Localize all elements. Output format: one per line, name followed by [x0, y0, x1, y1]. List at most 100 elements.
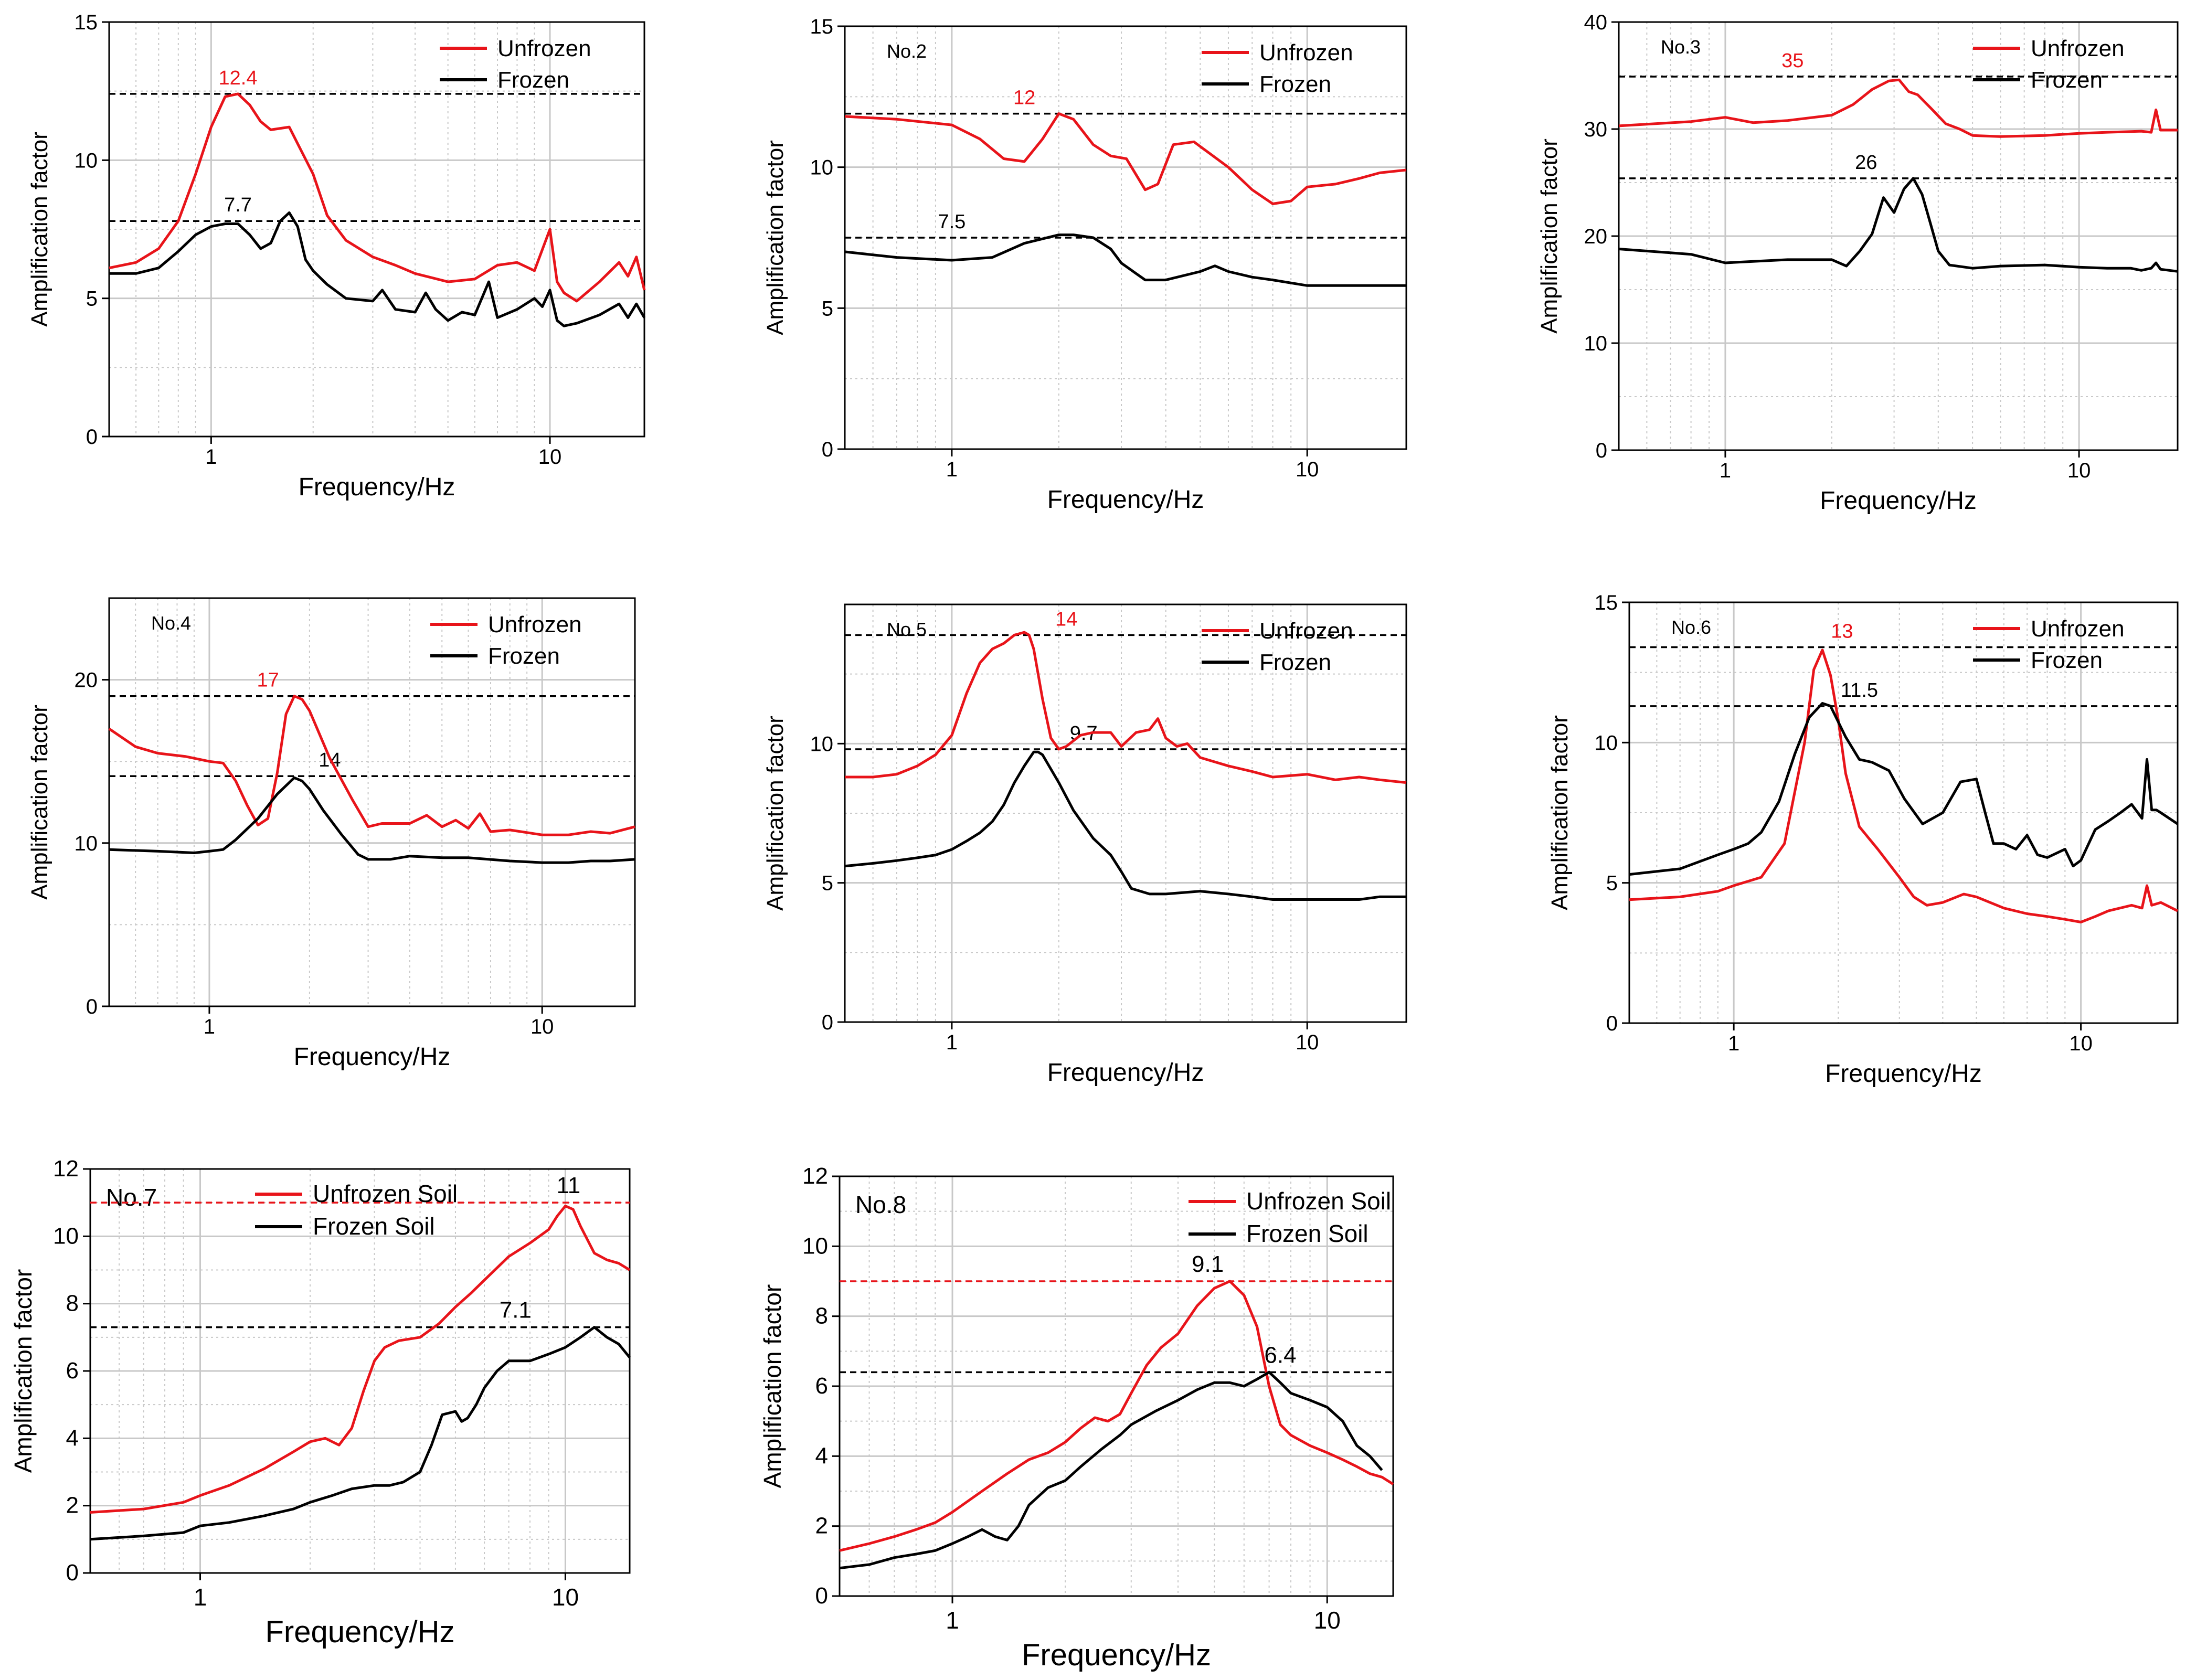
x-tick-label: 10 — [531, 1015, 554, 1038]
y-tick-label: 20 — [75, 669, 98, 692]
plot-frame — [108, 597, 636, 1007]
series-line-unfrozen — [1629, 648, 2179, 923]
legend-label: Frozen — [497, 67, 569, 93]
chart-panel-5: 1 10 0 5 10 Frequency/Hz Amplification factor N… — [762, 603, 1407, 1087]
reference-label: 11 — [557, 1173, 581, 1198]
y-axis-title: Amplification factor — [762, 716, 788, 911]
x-axis-title: Frequency/Hz — [1022, 1638, 1211, 1672]
x-tick-label: 1 — [946, 1607, 959, 1634]
x-tick-label: 10 — [1314, 1607, 1341, 1634]
x-tick-label: 10 — [2067, 459, 2091, 482]
reference-label: 14 — [1055, 608, 1077, 630]
reference-label: 13 — [1831, 621, 1853, 643]
y-tick-label: 2 — [815, 1513, 828, 1539]
y-tick-label: 0 — [66, 1560, 79, 1586]
y-tick-label: 0 — [822, 438, 833, 461]
panel-label: No.8 — [855, 1191, 906, 1218]
series-line-frozen — [839, 1370, 1383, 1570]
chart-panel-8: 1 10 0 2 4 6 8 10 12 Frequency/Hz Amplification fa… — [759, 1163, 1394, 1672]
y-tick-label: 10 — [802, 1233, 828, 1259]
series-line-unfrozen — [844, 112, 1407, 205]
reference-label: 12 — [1013, 87, 1035, 109]
y-axis-title: Amplification factor — [27, 705, 52, 900]
x-axis-title: Frequency/Hz — [265, 1615, 454, 1649]
x-tick-label: 10 — [552, 1583, 579, 1611]
x-tick-label: 10 — [1296, 1031, 1319, 1054]
y-tick-label: 40 — [1584, 11, 1608, 34]
reference-label: 7.7 — [224, 194, 252, 216]
y-tick-label: 10 — [810, 156, 834, 179]
x-tick-label: 10 — [2069, 1032, 2093, 1055]
x-tick-label: 1 — [1728, 1032, 1739, 1055]
x-tick-label: 1 — [205, 445, 217, 469]
legend-label: Frozen Soil — [1246, 1220, 1368, 1247]
x-axis-title: Frequency/Hz — [1825, 1060, 1982, 1088]
y-tick-label: 0 — [86, 995, 98, 1018]
x-axis-title: Frequency/Hz — [299, 473, 455, 501]
reference-label: 7.5 — [938, 211, 966, 233]
legend-label: Unfrozen Soil — [313, 1180, 458, 1207]
legend-label: Unfrozen — [1259, 40, 1353, 66]
y-tick-label: 15 — [75, 11, 98, 34]
y-tick-label: 0 — [815, 1583, 828, 1609]
y-tick-label: 10 — [810, 732, 834, 756]
y-tick-label: 10 — [75, 832, 98, 855]
x-axis-title: Frequency/Hz — [1047, 1059, 1204, 1087]
legend-label: Unfrozen — [2031, 616, 2125, 642]
reference-label: 6.4 — [1264, 1342, 1296, 1368]
series-line-frozen — [1618, 177, 2178, 273]
reference-label: 12.4 — [219, 67, 258, 89]
chart-panel-1: 1 10 0 5 10 15 Frequency/Hz Amplification facto… — [27, 11, 646, 501]
y-tick-label: 0 — [1606, 1012, 1618, 1035]
x-axis-title: Frequency/Hz — [1047, 486, 1204, 514]
y-axis-title: Amplification factor — [1547, 715, 1573, 910]
legend-label: Unfrozen — [2031, 36, 2125, 61]
y-tick-label: 10 — [53, 1223, 79, 1249]
y-tick-label: 8 — [66, 1291, 79, 1316]
series-line-frozen — [109, 776, 635, 864]
series-line-unfrozen — [839, 1280, 1394, 1552]
plot-frame — [844, 603, 1407, 1023]
legend-label: Unfrozen — [497, 36, 591, 61]
chart-panel-3: 1 10 0 10 20 30 40 Frequency/Hz Amplification fa… — [1536, 11, 2179, 515]
x-tick-label: 10 — [1296, 458, 1319, 481]
series-line-unfrozen — [845, 631, 1407, 784]
y-tick-label: 0 — [822, 1011, 833, 1034]
panel-label: No.4 — [151, 612, 191, 634]
series-line-frozen — [1629, 702, 2179, 876]
x-axis-title: Frequency/Hz — [294, 1043, 451, 1071]
legend-label: Unfrozen — [488, 612, 582, 637]
chart-panel-2: 1 10 0 5 10 15 Frequency/Hz Amplification facto… — [762, 15, 1407, 514]
series-line-frozen — [844, 750, 1406, 901]
reference-label: 7.1 — [500, 1298, 532, 1323]
y-axis-title: Amplification factor — [1536, 139, 1562, 334]
legend-label: Frozen — [2031, 67, 2103, 93]
y-axis-title: Amplification factor — [762, 140, 788, 335]
series-line-unfrozen — [1618, 78, 2178, 138]
y-tick-label: 0 — [1596, 439, 1607, 462]
series-line-unfrozen — [109, 92, 646, 303]
reference-label: 11.5 — [1841, 679, 1878, 701]
plot-frame — [108, 21, 645, 438]
legend-label: Frozen — [2031, 647, 2103, 673]
y-tick-label: 10 — [75, 149, 98, 172]
y-tick-label: 20 — [1584, 225, 1608, 248]
series-line-frozen — [90, 1326, 631, 1541]
panel-label: No.3 — [1661, 36, 1701, 58]
reference-label: 26 — [1855, 152, 1877, 174]
x-tick-label: 1 — [194, 1583, 207, 1611]
legend-label: Frozen — [1259, 71, 1331, 97]
y-tick-label: 15 — [810, 15, 834, 38]
x-tick-label: 1 — [946, 458, 958, 481]
y-axis-title: Amplification factor — [27, 132, 52, 327]
y-tick-label: 5 — [86, 288, 98, 311]
y-tick-label: 10 — [1584, 332, 1608, 355]
legend-label: Frozen — [1259, 650, 1331, 675]
series-line-frozen — [844, 233, 1406, 287]
y-tick-label: 0 — [86, 426, 98, 449]
panel-label: No.2 — [887, 40, 927, 62]
y-tick-label: 2 — [66, 1493, 79, 1518]
y-tick-label: 12 — [53, 1156, 79, 1182]
x-tick-label: 1 — [946, 1031, 958, 1054]
